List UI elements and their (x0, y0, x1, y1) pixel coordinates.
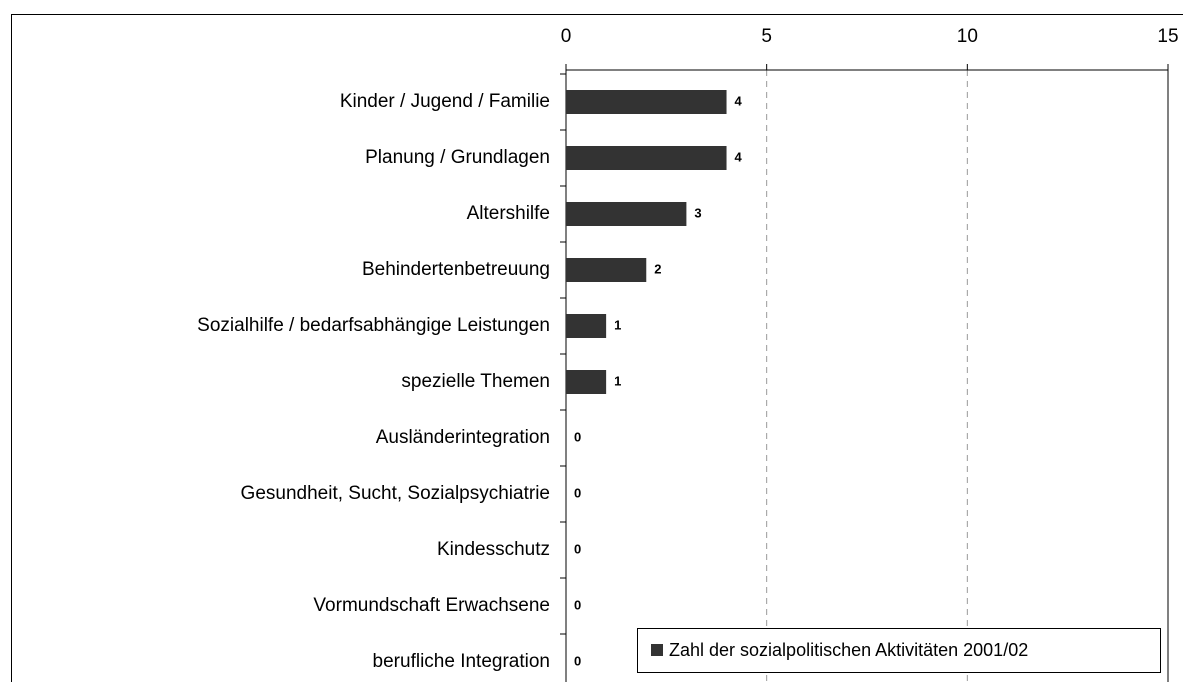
y-tick-label: spezielle Themen (401, 371, 550, 392)
y-tick-label: Planung / Grundlagen (365, 147, 550, 168)
y-tick-label: Sozialhilfe / bedarfsabhängige Leistunge… (197, 315, 550, 336)
x-tick-label: 0 (561, 26, 572, 47)
value-label: 0 (574, 597, 581, 612)
y-tick-label: Kindesschutz (437, 539, 550, 560)
value-label: 2 (654, 261, 661, 276)
y-tick-label: Kinder / Jugend / Familie (340, 91, 550, 112)
x-tick-label: 5 (761, 26, 772, 47)
value-label: 4 (735, 149, 743, 164)
bar (566, 146, 727, 170)
legend-label: Zahl der sozialpolitischen Aktivitäten 2… (669, 640, 1028, 660)
value-label: 3 (694, 205, 701, 220)
y-tick-label: Altershilfe (467, 203, 550, 224)
bar (566, 202, 687, 226)
y-tick-label: Ausländerintegration (376, 427, 550, 448)
value-label: 1 (614, 373, 621, 388)
value-label: 0 (574, 541, 581, 556)
value-label: 1 (614, 317, 621, 332)
legend-swatch (651, 644, 663, 656)
value-label: 0 (574, 429, 581, 444)
value-label: 4 (735, 93, 743, 108)
bar (566, 90, 727, 114)
bar (566, 314, 607, 338)
value-label: 0 (574, 653, 581, 668)
x-tick-label: 15 (1157, 26, 1178, 47)
bar (566, 370, 607, 394)
chart-frame (11, 14, 1183, 682)
legend-box (637, 628, 1161, 673)
y-tick-label: Gesundheit, Sucht, Sozialpsychiatrie (241, 483, 550, 504)
x-tick-label: 10 (957, 26, 978, 47)
value-label: 0 (574, 485, 581, 500)
y-tick-label: Vormundschaft Erwachsene (313, 595, 550, 616)
bar (566, 258, 647, 282)
y-tick-label: berufliche Integration (373, 651, 550, 672)
y-tick-label: Behindertenbetreuung (362, 259, 550, 280)
